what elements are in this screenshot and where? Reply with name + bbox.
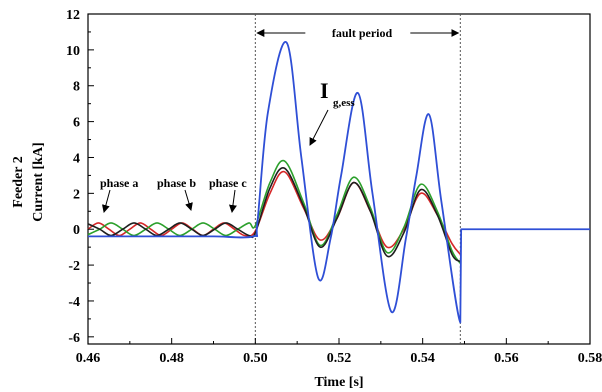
y-tick-label: 12	[66, 8, 80, 23]
series-phase-a-line	[87, 170, 461, 255]
y-tick-label: 4	[73, 151, 80, 166]
ess-label-main: I	[320, 78, 329, 103]
y-tick-label: -2	[68, 259, 80, 274]
series-phase-c-line	[87, 167, 461, 263]
y-axis-label-line1: Feeder 2	[11, 156, 26, 207]
phase-c-arrow	[228, 189, 237, 213]
phase-a-arrow	[101, 189, 111, 213]
x-tick-label: 0.54	[410, 351, 435, 366]
phase-a-label: phase a	[100, 176, 138, 190]
x-tick-label: 0.58	[578, 351, 602, 366]
fault-period-label: fault period	[332, 26, 393, 40]
y-tick-label: 0	[73, 223, 80, 238]
annotation-layer	[101, 29, 460, 213]
y-axis-label-line2: Current [kA]	[31, 142, 46, 221]
phase-b-arrow	[184, 189, 193, 211]
x-tick-label: 0.50	[243, 351, 268, 366]
phase-b-label: phase b	[157, 176, 196, 190]
y-tick-label: -6	[68, 331, 80, 346]
series-layer	[87, 41, 590, 324]
x-tick-label: 0.52	[327, 351, 352, 366]
ess-label-subscript: g,ess	[333, 97, 355, 109]
x-tick-label: 0.56	[494, 351, 519, 366]
series-ess-line	[88, 41, 590, 324]
y-tick-label: 10	[66, 44, 80, 59]
x-tick-label: 0.48	[159, 351, 184, 366]
phase-c-label: phase c	[209, 176, 247, 190]
series-phase-b-line	[87, 159, 461, 264]
y-tick-label: -4	[68, 295, 80, 310]
y-tick-label: 8	[73, 80, 80, 95]
x-tick-label: 0.46	[76, 351, 101, 366]
y-tick-label: 6	[73, 116, 80, 131]
fault-period-lines	[254, 14, 461, 344]
ess-label-arrow	[309, 109, 329, 146]
ticks-layer: 0.46 0.48 0.50 0.52 0.54 0.56 0.58 -6 -4 -2 0 2 4 6 8 1…	[66, 8, 602, 366]
x-axis-label: Time [s]	[314, 375, 363, 390]
y-tick-label: 2	[73, 187, 80, 202]
